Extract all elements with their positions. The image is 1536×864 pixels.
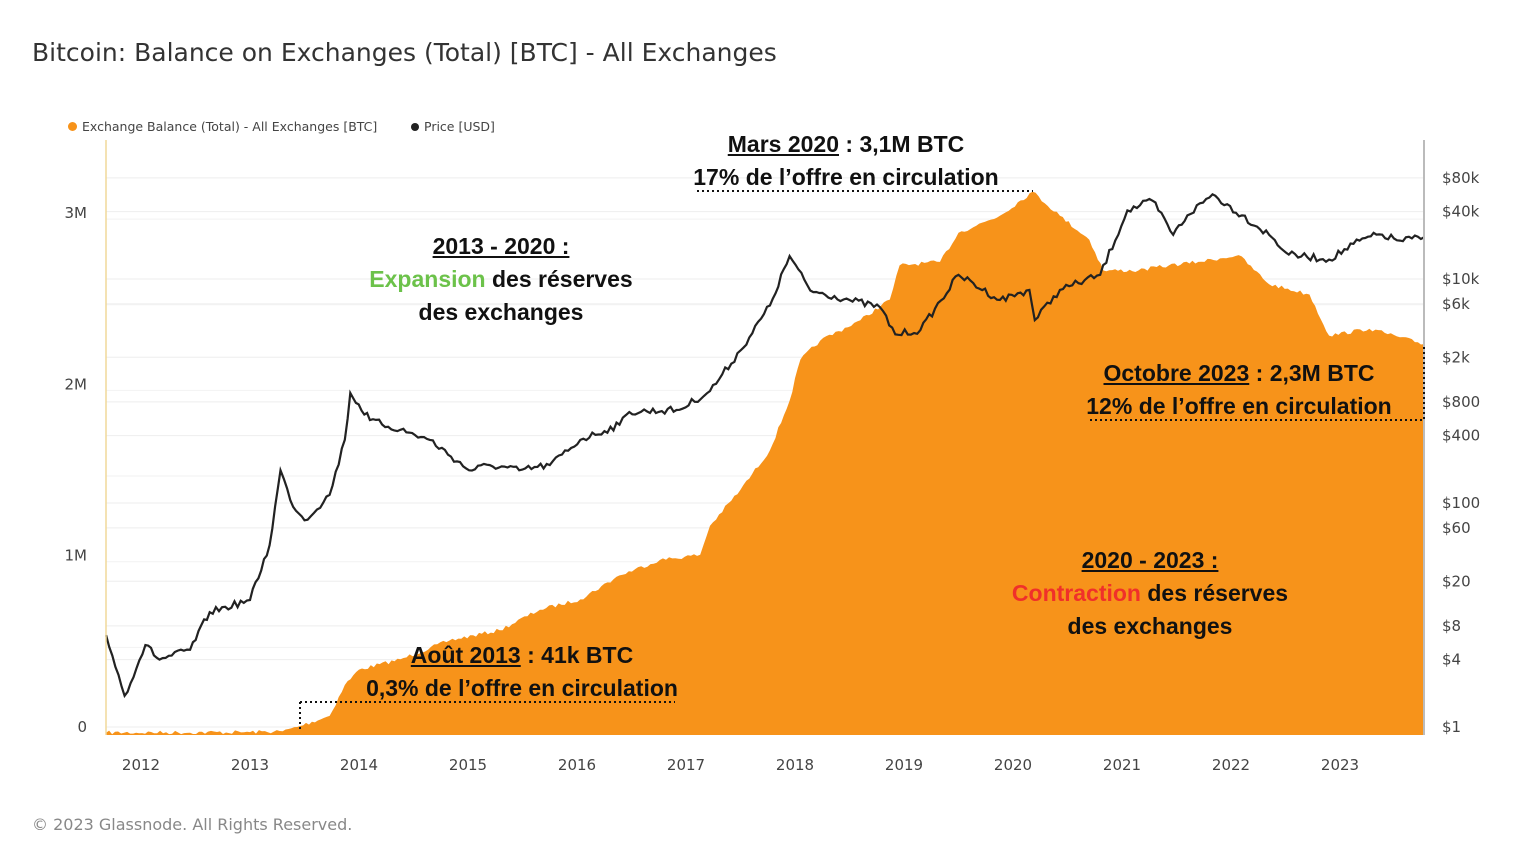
x-tick-label: 2019 xyxy=(885,756,923,774)
y-right-tick-label: $400 xyxy=(1442,427,1480,445)
y-left-tick-label: 3M xyxy=(65,204,88,222)
annotation-aout2013: Août 2013 : 41k BTC 0,3% de l’offre en c… xyxy=(366,642,678,701)
x-tick-label: 2023 xyxy=(1321,756,1359,774)
y-left-tick-label: 0 xyxy=(77,718,87,736)
annotation-expansion: 2013 - 2020 : Expansion des réserves des… xyxy=(369,233,633,325)
x-tick-label: 2018 xyxy=(776,756,814,774)
chart-title: Bitcoin: Balance on Exchanges (Total) [B… xyxy=(32,38,777,67)
aout2013-dotted-line xyxy=(299,701,675,730)
legend-label: Price [USD] xyxy=(424,119,495,134)
y-right-tick-label: $100 xyxy=(1442,494,1480,512)
legend-label: Exchange Balance (Total) - All Exchanges… xyxy=(82,119,378,134)
balance-area xyxy=(106,191,1424,735)
price-line xyxy=(105,192,1425,699)
legend-item-price[interactable]: Price [USD] xyxy=(411,119,495,134)
y-right-tick-label: $60 xyxy=(1442,519,1471,537)
y-right-tick-label: $800 xyxy=(1442,393,1480,411)
x-tick-label: 2020 xyxy=(994,756,1032,774)
x-tick-label: 2014 xyxy=(340,756,378,774)
y-left-tick-label: 1M xyxy=(65,547,88,565)
y-right-tick-label: $8 xyxy=(1442,617,1461,635)
x-tick-label: 2017 xyxy=(667,756,705,774)
y-right-tick-label: $10k xyxy=(1442,270,1480,288)
oct2023-dotted-line xyxy=(1090,345,1425,421)
x-tick-label: 2016 xyxy=(558,756,596,774)
annotation-oct2023: Octobre 2023 : 2,3M BTC 12% de l’offre e… xyxy=(1086,360,1392,419)
x-tick-label: 2013 xyxy=(231,756,269,774)
annotation-contraction: 2020 - 2023 : Contraction des réserves d… xyxy=(1011,547,1289,639)
y-right-tick-label: $4 xyxy=(1442,651,1461,669)
legend-dot-icon xyxy=(411,122,419,131)
y-right-tick-label: $80k xyxy=(1442,169,1480,187)
y-right-tick-label: $20 xyxy=(1442,572,1471,590)
y-right-tick-label: $40k xyxy=(1442,203,1480,221)
y-right-tick-label: $6k xyxy=(1442,295,1470,313)
legend-item-balance[interactable]: Exchange Balance (Total) - All Exchanges… xyxy=(68,119,377,134)
legend-dot-icon xyxy=(68,122,77,131)
annotation-mars2020: Mars 2020 : 3,1M BTC 17% de l’offre en c… xyxy=(693,131,999,190)
x-tick-label: 2012 xyxy=(122,756,160,774)
x-tick-label: 2015 xyxy=(449,756,487,774)
x-tick-label: 2022 xyxy=(1212,756,1250,774)
y-right-tick-label: $2k xyxy=(1442,348,1470,366)
y-left-tick-label: 2M xyxy=(65,375,88,393)
copyright: © 2023 Glassnode. All Rights Reserved. xyxy=(32,815,353,834)
x-tick-label: 2021 xyxy=(1103,756,1141,774)
y-right-tick-label: $1 xyxy=(1442,718,1461,736)
